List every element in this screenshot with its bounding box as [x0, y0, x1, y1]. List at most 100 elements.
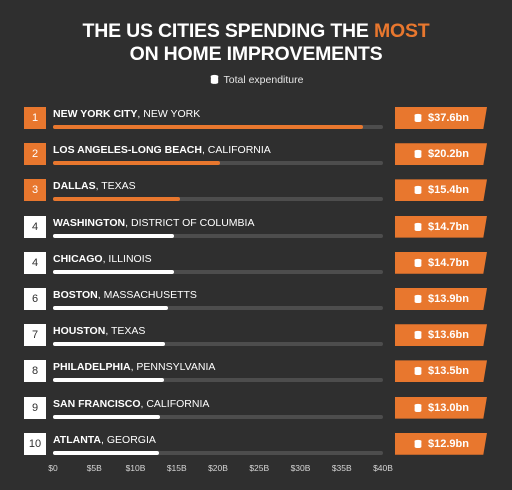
value-badge: $15.4bn: [395, 179, 487, 202]
state-name: , ILLINOIS: [102, 252, 152, 265]
value-label: $37.6bn: [428, 112, 469, 124]
city-label: LOS ANGELES-LONG BEACH, CALIFORNIA: [53, 144, 271, 156]
coin-stack-icon: [413, 113, 423, 123]
value-label: $13.9bn: [428, 293, 469, 305]
bar-track: [53, 233, 383, 238]
rank-badge: 3: [24, 179, 46, 202]
state-name: , TEXAS: [105, 325, 146, 338]
rank-badge: 6: [24, 288, 46, 310]
bar-track: [53, 342, 383, 347]
coin-stack-icon: [413, 366, 423, 376]
legend-label: Total expenditure: [223, 74, 304, 86]
rank-badge: 9: [24, 396, 46, 419]
coin-stack-icon: [413, 258, 423, 268]
state-name: , TEXAS: [95, 180, 136, 193]
x-tick-label: $10B: [125, 463, 146, 473]
value-badge: $14.7bn: [395, 215, 487, 238]
coin-stack-icon: [413, 439, 423, 449]
x-tick-label: $25B: [249, 463, 270, 473]
bar-row: 3 DALLAS, TEXAS $15.4bn: [0, 179, 512, 209]
value-badge: $20.2bn: [395, 143, 487, 166]
rank-badge: 2: [24, 143, 46, 166]
city-label: WASHINGTON, DISTRICT OF COLUMBIA: [53, 217, 254, 229]
chart-title-line-2: ON HOME IMPROVEMENTS: [129, 43, 383, 65]
bar-row: 4 CHICAGO, ILLINOIS $14.7bn: [0, 251, 512, 282]
coin-stack-icon: [413, 330, 423, 340]
value-badge: $13.6bn: [395, 324, 487, 347]
city-label: BOSTON, MASSACHUSETTS: [53, 289, 197, 301]
legend: Total expenditure: [0, 74, 512, 86]
city-name: SAN FRANCISCO: [53, 397, 141, 410]
x-tick-label: $20B: [208, 463, 228, 473]
x-tick-label: $15B: [166, 463, 187, 473]
coin-stack-icon: [413, 185, 423, 195]
bar: [53, 197, 181, 202]
x-tick-label: $5B: [86, 463, 102, 473]
bar-track: [53, 125, 383, 129]
state-name: , DISTRICT OF COLUMBIA: [125, 216, 255, 229]
city-name: WASHINGTON: [53, 216, 126, 229]
x-tick-label: $30B: [290, 463, 311, 473]
x-axis: $0 $5B $10B $15B $20B $25B $30B $35B $40B: [0, 463, 512, 477]
x-tick-label: $40B: [373, 463, 393, 473]
bar-row: 4 WASHINGTON, DISTRICT OF COLUMBIA $14.7bn: [0, 215, 512, 246]
value-badge: $14.7bn: [395, 251, 487, 274]
title-accent-word: MOST: [373, 20, 430, 42]
bar-track: [53, 414, 383, 419]
city-name: BOSTON: [53, 289, 98, 301]
bar: [53, 125, 364, 129]
bar-track: [53, 197, 383, 202]
city-name: LOS ANGELES-LONG BEACH: [53, 144, 202, 157]
state-name: , GEORGIA: [101, 433, 156, 446]
bar: [53, 306, 168, 310]
city-label: CHICAGO, ILLINOIS: [53, 253, 152, 265]
value-label: $14.7bn: [428, 220, 469, 233]
rank-badge: 4: [24, 251, 46, 274]
city-label: SAN FRANCISCO, CALIFORNIA: [53, 398, 209, 410]
city-name: DALLAS: [53, 180, 96, 193]
state-name: , MASSACHUSETTS: [97, 289, 197, 301]
value-label: $14.7bn: [428, 256, 469, 269]
value-label: $20.2bn: [428, 148, 469, 161]
city-name: CHICAGO: [53, 252, 103, 265]
coin-stack-icon: [413, 222, 423, 232]
bar: [53, 161, 220, 166]
state-name: , CALIFORNIA: [201, 144, 271, 157]
city-name: HOUSTON: [53, 325, 106, 338]
bar: [53, 450, 160, 455]
x-tick-label: $0: [48, 463, 58, 473]
bar-row: 8 PHILADELPHIA, PENNSYLVANIA $13.5bn: [0, 360, 512, 390]
x-tick-label: $35B: [331, 463, 352, 473]
coin-stack-icon: [413, 403, 423, 413]
bar: [53, 269, 175, 274]
city-label: HOUSTON, TEXAS: [53, 325, 145, 337]
chart-title-line-1: THE US CITIES SPENDING THE MOST: [0, 20, 512, 43]
state-name: , CALIFORNIA: [140, 397, 210, 410]
value-label: $13.5bn: [428, 365, 469, 378]
coin-stack-icon: [209, 74, 219, 85]
bar: [53, 414, 161, 419]
value-badge: $13.5bn: [395, 360, 487, 383]
city-label: DALLAS, TEXAS: [53, 180, 136, 192]
bar-track: [53, 378, 383, 383]
bar-row: 6 BOSTON, MASSACHUSETTS $13.9bn: [0, 288, 512, 318]
bar: [53, 342, 166, 347]
title-text: THE US CITIES SPENDING THE: [82, 20, 374, 42]
value-badge: $13.9bn: [395, 288, 487, 310]
bar-track: [53, 306, 383, 310]
bar-track: [53, 269, 383, 274]
value-label: $13.6bn: [428, 329, 469, 342]
bar-row: 10 ATLANTA, GEORGIA $12.9bn: [0, 432, 512, 463]
value-badge: $12.9bn: [395, 432, 487, 455]
value-label: $12.9bn: [428, 437, 469, 450]
city-label: PHILADELPHIA, PENNSYLVANIA: [53, 361, 215, 373]
bar-row: 1 NEW YORK CITY, NEW YORK $37.6bn: [0, 107, 512, 137]
rank-badge: 4: [24, 215, 46, 238]
city-name: PHILADELPHIA: [53, 361, 131, 374]
bar-row: 2 LOS ANGELES-LONG BEACH, CALIFORNIA $20.2…: [0, 143, 512, 173]
bar-row: 9 SAN FRANCISCO, CALIFORNIA $13.0bn: [0, 396, 512, 427]
rank-badge: 7: [24, 324, 46, 347]
rank-badge: 8: [24, 360, 46, 383]
rank-badge: 10: [24, 432, 46, 455]
city-label: NEW YORK CITY, NEW YORK: [53, 108, 200, 120]
